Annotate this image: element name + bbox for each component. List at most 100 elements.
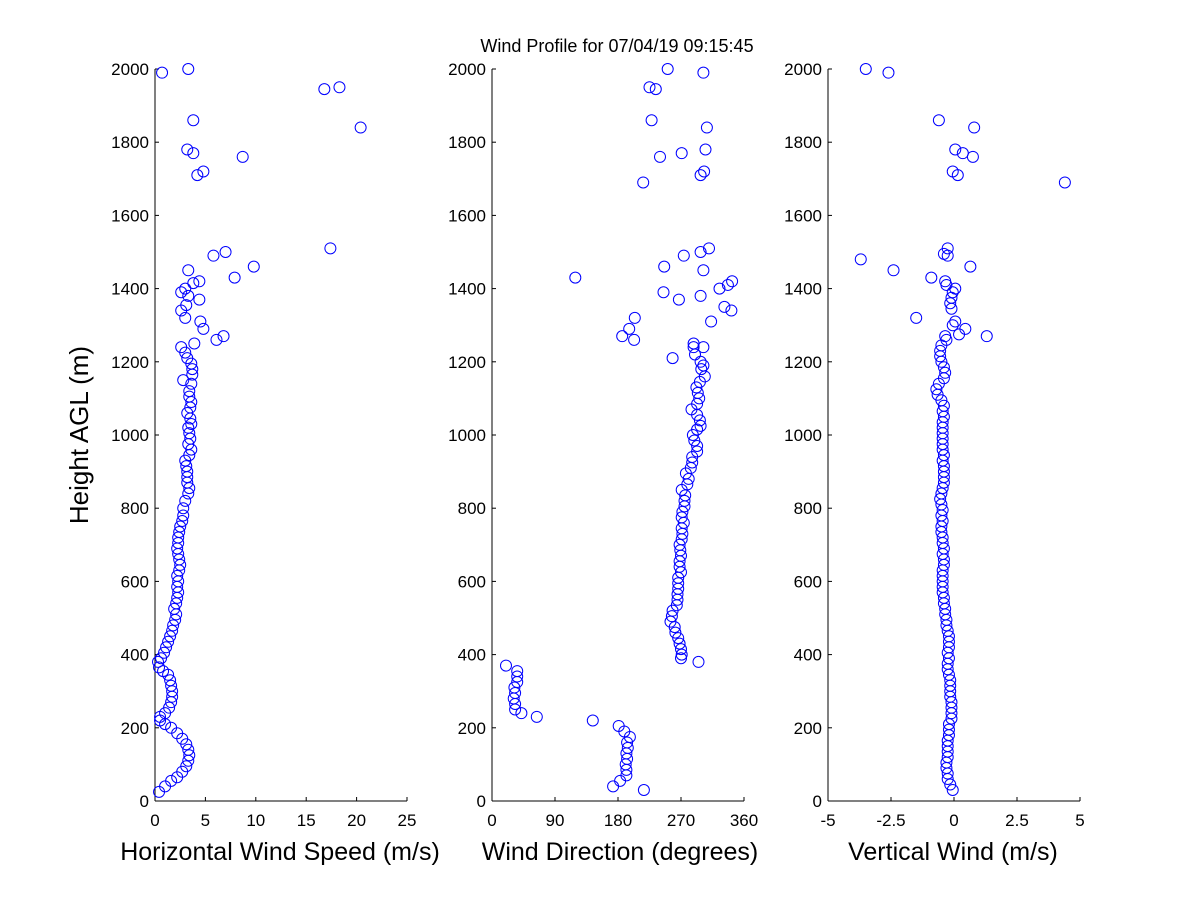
direction-data-point — [500, 659, 512, 672]
speed-y-tick-label: 1400 — [111, 280, 149, 299]
speed-y-tick-label: 1600 — [111, 206, 149, 225]
speed-x-tick-label: 20 — [347, 811, 366, 830]
vertical-data-point — [937, 399, 950, 412]
direction-data-point — [672, 577, 685, 590]
direction-data-point — [693, 414, 706, 427]
direction-data-point — [628, 333, 641, 346]
speed-data-point — [160, 641, 173, 654]
direction-data-point — [692, 655, 705, 668]
speed-data-point — [193, 293, 206, 306]
speed-panel: 0 200 400 600 800 1000 1200 1400 1600 1800 2000 0 5 1… — [111, 60, 416, 830]
vertical-y-tick-label: 2000 — [784, 60, 822, 79]
speed-y-tick-label: 1800 — [111, 133, 149, 152]
speed-data-point — [165, 679, 178, 692]
speed-data-point — [168, 602, 181, 615]
speed-data-point — [183, 749, 196, 762]
direction-data-point — [693, 392, 706, 405]
vertical-data-point — [944, 674, 957, 687]
speed-data-point — [181, 407, 194, 420]
direction-data-point — [694, 419, 707, 432]
direction-data-point — [669, 626, 682, 639]
vertical-data-point — [939, 275, 952, 288]
direction-data-point — [725, 304, 738, 317]
speed-data-point — [354, 121, 367, 134]
direction-y-tick-label: 0 — [477, 792, 486, 811]
direction-y-tick-label: 200 — [458, 719, 486, 738]
speed-data-point — [157, 665, 170, 678]
vertical-data-point — [941, 242, 954, 255]
speed-y-tick-label: 1200 — [111, 353, 149, 372]
speed-data-point — [318, 83, 331, 96]
vertical-data-point — [944, 778, 957, 791]
speed-data-point — [179, 282, 192, 295]
speed-data-point — [197, 322, 210, 335]
direction-data-point — [691, 439, 704, 452]
speed-data-point — [185, 377, 198, 390]
direction-data-point — [665, 610, 678, 623]
speed-data-point — [219, 246, 232, 258]
direction-data-point — [649, 83, 662, 96]
speed-data-point — [164, 630, 177, 643]
speed-y-tick-label: 1000 — [111, 426, 149, 445]
speed-data-point — [185, 418, 198, 431]
direction-y-tick-label: 800 — [458, 499, 486, 518]
direction-y-tick-label: 1400 — [448, 280, 486, 299]
vertical-data-point — [939, 366, 952, 379]
direction-data-point — [614, 774, 627, 787]
direction-data-point — [694, 289, 707, 302]
speed-data-point — [166, 624, 179, 637]
direction-data-point — [713, 282, 726, 295]
vertical-data-point — [942, 630, 955, 643]
speed-x-tick-label: 10 — [246, 811, 265, 830]
vertical-data-point — [934, 493, 947, 506]
speed-data-point — [182, 289, 195, 302]
vertical-y-tick-label: 600 — [794, 572, 822, 591]
vertical-x-tick-label: 2.5 — [1005, 811, 1029, 830]
direction-data-point — [726, 275, 739, 288]
direction-data-point — [515, 707, 528, 720]
speed-data-point — [183, 427, 196, 440]
vertical-data-point — [925, 271, 938, 284]
direction-data-point — [718, 300, 731, 313]
vertical-data-point — [949, 282, 962, 295]
vertical-data-point — [932, 114, 945, 127]
speed-y-tick-label: 800 — [121, 499, 149, 518]
speed-data-point — [182, 421, 195, 434]
speed-data-point — [152, 655, 165, 668]
direction-data-point — [623, 322, 636, 335]
direction-data-point — [694, 355, 707, 368]
direction-data-point — [628, 311, 641, 324]
speed-data-point — [162, 635, 175, 648]
speed-x-tick-label: 0 — [150, 811, 159, 830]
speed-data-point — [175, 286, 188, 299]
speed-data-point — [247, 260, 260, 273]
vertical-data-point — [1058, 176, 1071, 189]
direction-data-point — [678, 494, 691, 507]
direction-y-tick-label: 1600 — [448, 206, 486, 225]
direction-y-tick-label: 1800 — [448, 133, 486, 152]
speed-data-point — [333, 81, 346, 94]
vertical-x-tick-label: -2.5 — [876, 811, 905, 830]
speed-y-tick-label: 2000 — [111, 60, 149, 79]
speed-data-point — [193, 275, 206, 288]
speed-y-tick-label: 400 — [121, 646, 149, 665]
speed-y-tick-label: 200 — [121, 719, 149, 738]
speed-data-point — [164, 674, 177, 687]
direction-data-point — [621, 736, 634, 749]
direction-data-point — [511, 670, 524, 683]
speed-data-point — [182, 63, 195, 75]
direction-data-point — [687, 337, 700, 350]
speed-data-point — [324, 242, 337, 255]
direction-data-point — [530, 710, 543, 723]
vertical-x-tick-label: 0 — [949, 811, 958, 830]
direction-data-point — [698, 165, 711, 178]
direction-x-tick-label: 270 — [667, 811, 695, 830]
direction-data-point — [686, 456, 699, 469]
speed-data-point — [194, 315, 207, 328]
vertical-data-point — [937, 361, 950, 374]
speed-data-point — [236, 150, 249, 163]
speed-x-tick-label: 15 — [297, 811, 316, 830]
speed-data-point — [153, 661, 166, 674]
speed-data-point — [174, 520, 187, 533]
